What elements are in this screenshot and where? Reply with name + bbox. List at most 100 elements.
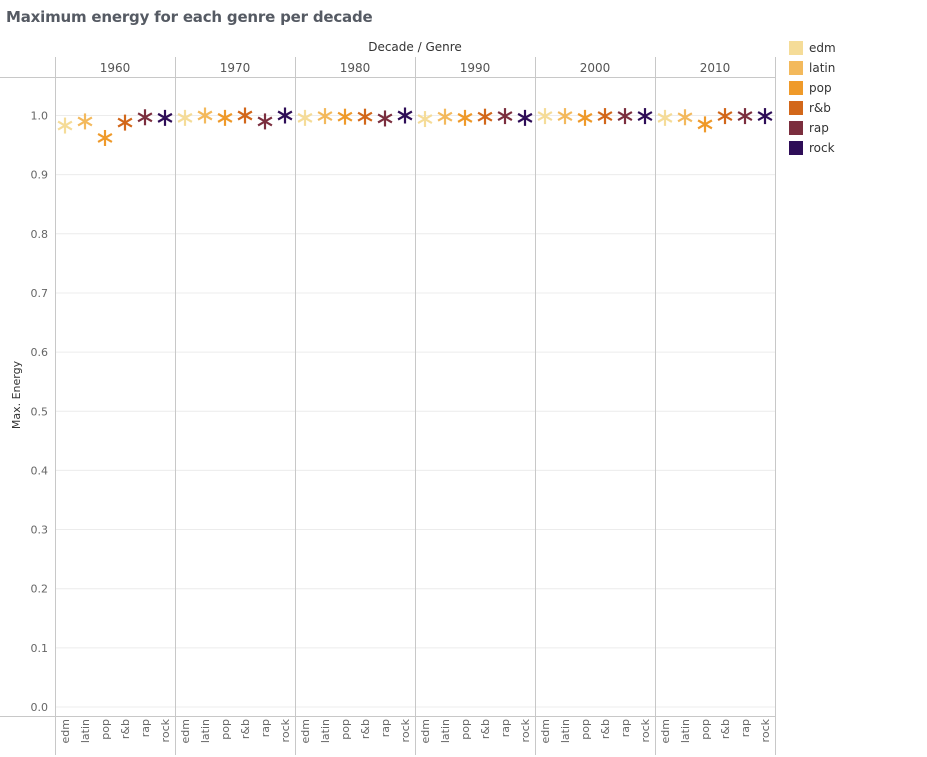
- data-point-asterisk[interactable]: [277, 107, 293, 124]
- data-point-asterisk[interactable]: [117, 114, 133, 131]
- y-tick-label: 0.8: [31, 228, 49, 241]
- data-point-asterisk[interactable]: [357, 108, 373, 125]
- x-tick-label: rock: [639, 718, 652, 742]
- asterisk-stroke: [117, 117, 133, 128]
- legend-item[interactable]: edm: [789, 38, 836, 58]
- data-point-asterisk[interactable]: [317, 108, 333, 125]
- data-point-asterisk[interactable]: [497, 108, 513, 125]
- data-point-asterisk[interactable]: [437, 108, 453, 125]
- data-point-asterisk[interactable]: [417, 111, 433, 128]
- data-point-asterisk[interactable]: [697, 116, 713, 133]
- x-tick-label: latin: [559, 719, 572, 743]
- data-point-asterisk[interactable]: [57, 117, 73, 134]
- data-point-asterisk[interactable]: [177, 109, 193, 126]
- asterisk-stroke: [477, 111, 493, 122]
- x-tick-label: r&b: [359, 719, 372, 739]
- legend-item[interactable]: pop: [789, 78, 836, 98]
- asterisk-stroke: [557, 111, 573, 122]
- data-point-asterisk[interactable]: [597, 108, 613, 125]
- data-point-asterisk[interactable]: [137, 109, 153, 126]
- legend: edm latin pop r&b rap rock: [789, 38, 836, 158]
- x-tick-label: edm: [659, 719, 672, 743]
- data-point-asterisk[interactable]: [657, 109, 673, 126]
- asterisk-stroke: [137, 112, 153, 123]
- data-point-asterisk[interactable]: [677, 109, 693, 126]
- x-tick-label: r&b: [719, 719, 732, 739]
- x-tick-label: rap: [499, 719, 512, 737]
- asterisk-stroke: [297, 112, 313, 123]
- x-tick-label: rock: [759, 718, 772, 742]
- legend-swatch: [789, 81, 803, 95]
- asterisk-stroke: [337, 111, 353, 122]
- decade-label: 1990: [460, 61, 491, 75]
- legend-label: rock: [809, 141, 835, 155]
- data-point-asterisk[interactable]: [297, 109, 313, 126]
- legend-swatch: [789, 61, 803, 75]
- x-tick-label: r&b: [479, 719, 492, 739]
- x-tick-label: edm: [59, 719, 72, 743]
- x-tick-label: edm: [539, 719, 552, 743]
- x-tick-label: edm: [419, 719, 432, 743]
- asterisk-stroke: [457, 112, 473, 123]
- data-point-asterisk[interactable]: [157, 109, 173, 126]
- x-tick-label: pop: [99, 719, 112, 740]
- x-tick-label: rock: [279, 718, 292, 742]
- data-point-asterisk[interactable]: [197, 107, 213, 124]
- data-point-asterisk[interactable]: [377, 110, 393, 127]
- asterisk-stroke: [177, 112, 193, 123]
- y-tick-label: 0.1: [31, 642, 49, 655]
- y-tick-label: 0.9: [31, 169, 49, 182]
- data-point-asterisk[interactable]: [637, 108, 653, 125]
- legend-item[interactable]: rap: [789, 118, 836, 138]
- data-point-asterisk[interactable]: [557, 108, 573, 125]
- data-point-asterisk[interactable]: [517, 109, 533, 126]
- legend-label: r&b: [809, 101, 831, 115]
- asterisk-stroke: [697, 119, 713, 130]
- x-tick-label: edm: [299, 719, 312, 743]
- data-point-asterisk[interactable]: [537, 108, 553, 125]
- data-point-asterisk[interactable]: [577, 109, 593, 126]
- data-point-asterisk[interactable]: [257, 113, 273, 130]
- y-tick-label: 0.0: [31, 701, 49, 714]
- legend-swatch: [789, 41, 803, 55]
- data-point-asterisk[interactable]: [237, 107, 253, 124]
- data-point-asterisk[interactable]: [737, 108, 753, 125]
- legend-item[interactable]: r&b: [789, 98, 836, 118]
- asterisk-stroke: [717, 111, 733, 122]
- data-point-asterisk[interactable]: [97, 129, 113, 146]
- y-tick-label: 0.4: [31, 464, 49, 477]
- y-tick-label: 0.7: [31, 287, 49, 300]
- asterisk-stroke: [437, 111, 453, 122]
- data-point-asterisk[interactable]: [397, 107, 413, 124]
- x-tick-label: edm: [179, 719, 192, 743]
- y-tick-label: 0.3: [31, 524, 49, 537]
- decade-label: 1980: [340, 61, 371, 75]
- x-tick-label: rap: [139, 719, 152, 737]
- asterisk-stroke: [317, 111, 333, 122]
- data-point-asterisk[interactable]: [217, 109, 233, 126]
- data-point-asterisk[interactable]: [717, 108, 733, 125]
- x-tick-label: r&b: [599, 719, 612, 739]
- data-point-asterisk[interactable]: [617, 108, 633, 125]
- data-point-asterisk[interactable]: [457, 109, 473, 126]
- data-point-asterisk[interactable]: [337, 108, 353, 125]
- asterisk-stroke: [577, 112, 593, 123]
- legend-item[interactable]: rock: [789, 138, 836, 158]
- legend-item[interactable]: latin: [789, 58, 836, 78]
- y-tick-label: 0.5: [31, 405, 49, 418]
- data-point-asterisk[interactable]: [77, 113, 93, 130]
- asterisk-stroke: [397, 110, 413, 121]
- asterisk-stroke: [97, 133, 113, 143]
- legend-label: latin: [809, 61, 836, 75]
- x-tick-label: rap: [259, 719, 272, 737]
- x-tick-label: rock: [159, 718, 172, 742]
- data-point-asterisk[interactable]: [757, 108, 773, 125]
- decade-label: 1970: [220, 61, 251, 75]
- x-tick-label: rap: [619, 719, 632, 737]
- data-point-asterisk[interactable]: [477, 108, 493, 125]
- chart-title: Maximum energy for each genre per decade: [6, 8, 373, 26]
- y-tick-label: 1.0: [31, 110, 49, 123]
- x-tick-label: rap: [739, 719, 752, 737]
- x-tick-label: pop: [699, 719, 712, 740]
